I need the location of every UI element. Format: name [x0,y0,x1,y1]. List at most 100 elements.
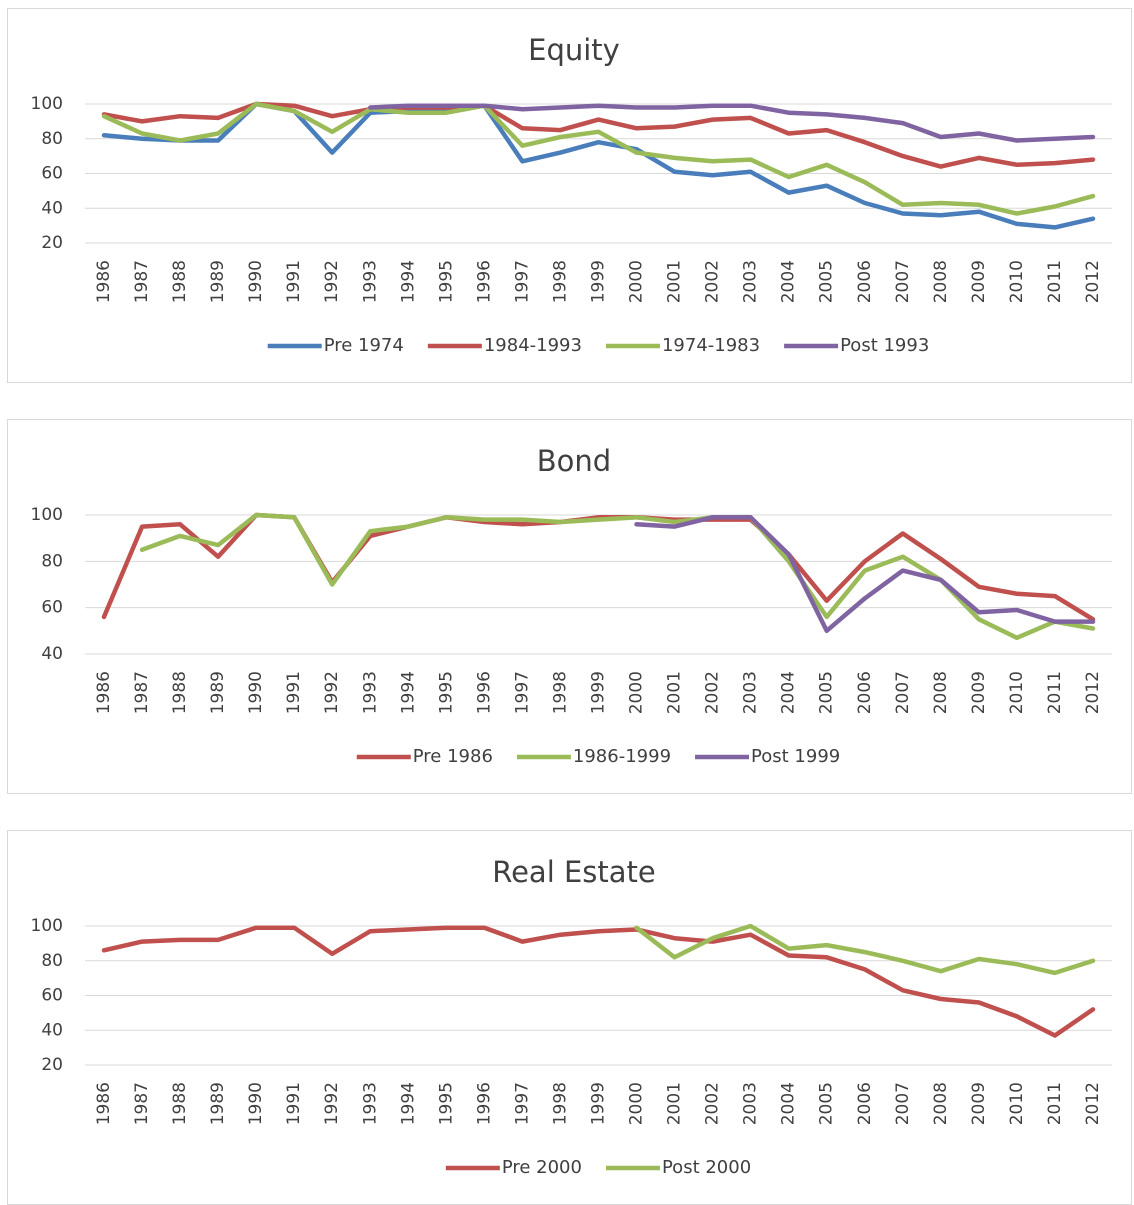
x-tick-label: 2006 [855,260,875,303]
x-tick-label: 2012 [1083,1082,1103,1125]
y-tick-label: 20 [41,233,63,253]
legend-label: Pre 1974 [324,335,404,356]
y-tick-label: 40 [41,1020,63,1040]
x-tick-label: 1992 [322,1082,342,1125]
x-tick-label: 1989 [208,1082,228,1125]
y-tick-label: 100 [31,505,63,525]
y-tick-label: 80 [41,551,63,571]
x-tick-label: 2001 [665,671,685,714]
x-tick-label: 2004 [779,671,799,714]
x-tick-label: 2003 [741,260,761,303]
y-tick-label: 40 [41,644,63,664]
panel-border [7,830,1132,1205]
x-tick-label: 2008 [931,671,951,714]
x-tick-label: 1995 [436,1082,456,1125]
x-tick-label: 2005 [817,260,837,303]
x-tick-label: 1987 [132,1082,152,1125]
chart-title: Bond [537,444,611,478]
y-tick-label: 80 [41,951,63,971]
legend-label: Pre 2000 [502,1157,582,1178]
x-tick-label: 1992 [322,671,342,714]
x-tick-label: 1990 [246,1082,266,1125]
chart-panel: Equity 20 40 60 80 100 1986 1987 1988 1989 1990 199… [7,8,1132,383]
x-tick-label: 2009 [969,671,989,714]
x-tick-label: 1986 [94,1082,114,1125]
legend-label: Post 2000 [662,1157,751,1178]
x-tick-label: 2002 [703,671,723,714]
x-tick-label: 2000 [627,671,647,714]
x-tick-label: 1993 [360,1082,380,1125]
x-tick-label: 2010 [1007,1082,1027,1125]
x-tick-label: 2002 [703,260,723,303]
legend-label: Pre 1986 [413,746,493,767]
x-tick-label: 1988 [170,671,190,714]
x-tick-label: 1994 [398,671,418,714]
x-tick-label: 1997 [512,1082,532,1125]
x-tick-label: 1989 [208,671,228,714]
x-tick-label: 1996 [474,1082,494,1125]
x-tick-label: 1990 [246,671,266,714]
x-tick-label: 1993 [360,260,380,303]
y-tick-label: 60 [41,986,63,1006]
x-tick-label: 2001 [665,260,685,303]
y-tick-label: 100 [31,94,63,114]
x-tick-label: 2006 [855,1082,875,1125]
x-tick-label: 2012 [1083,260,1103,303]
series-line [368,103,1096,143]
x-tick-label: 1991 [284,1082,304,1125]
x-tick-label: 2004 [779,260,799,303]
legend-label: 1984-1993 [484,335,582,356]
x-tick-label: 2011 [1045,671,1065,714]
y-tick-label: 60 [41,598,63,618]
legend-label: 1974-1983 [662,335,760,356]
y-tick-label: 60 [41,164,63,184]
x-tick-label: 1988 [170,1082,190,1125]
y-tick-label: 100 [31,916,63,936]
x-tick-label: 2007 [893,1082,913,1125]
x-tick-label: 1996 [474,671,494,714]
x-tick-label: 1994 [398,260,418,303]
x-tick-label: 2007 [893,671,913,714]
x-tick-label: 1992 [322,260,342,303]
y-tick-label: 40 [41,198,63,218]
x-tick-label: 1994 [398,1082,418,1125]
x-tick-label: 1986 [94,671,114,714]
x-tick-label: 2000 [627,1082,647,1125]
x-tick-label: 1999 [589,1082,609,1125]
legend-label: Post 1999 [751,746,840,767]
x-tick-label: 2007 [893,260,913,303]
x-tick-label: 1999 [589,671,609,714]
x-tick-label: 2005 [817,1082,837,1125]
x-tick-label: 1995 [436,671,456,714]
x-tick-label: 2011 [1045,260,1065,303]
chart-panel: Bond 40 60 80 100 1986 1987 1988 1989 1990 1991 199… [7,419,1132,794]
panel-border [7,8,1132,383]
chart-title: Real Estate [492,855,656,889]
x-tick-label: 1997 [512,260,532,303]
y-tick-label: 80 [41,129,63,149]
series-line [634,515,1096,634]
x-tick-label: 1988 [170,260,190,303]
legend-label: 1986-1999 [573,746,671,767]
x-tick-label: 2000 [627,260,647,303]
x-tick-label: 2009 [969,260,989,303]
x-tick-label: 1987 [132,260,152,303]
x-tick-label: 1998 [550,1082,570,1125]
x-tick-label: 1998 [550,671,570,714]
x-tick-label: 1986 [94,260,114,303]
x-tick-label: 2002 [703,1082,723,1125]
x-tick-label: 1987 [132,671,152,714]
x-tick-label: 2004 [779,1082,799,1125]
x-tick-label: 2008 [931,260,951,303]
series-line [101,925,1096,1038]
x-tick-label: 1989 [208,260,228,303]
x-tick-label: 2005 [817,671,837,714]
chart-panel: Real Estate 20 40 60 80 100 1986 1987 1988 1989 19… [7,830,1132,1205]
legend-label: Post 1993 [840,335,929,356]
y-tick-label: 20 [41,1055,63,1075]
x-tick-label: 2009 [969,1082,989,1125]
x-tick-label: 1990 [246,260,266,303]
x-tick-label: 2012 [1083,671,1103,714]
x-tick-label: 1996 [474,260,494,303]
